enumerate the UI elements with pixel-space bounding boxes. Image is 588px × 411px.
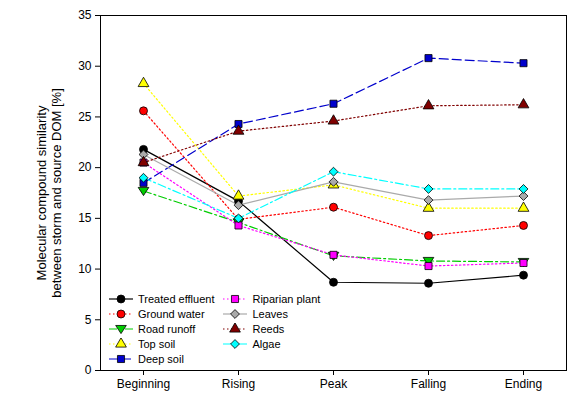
svg-text:5: 5 (85, 313, 92, 327)
html-text:Reeds: Reeds (252, 322, 285, 335)
svg-text:Rising: Rising (222, 377, 255, 391)
svg-text:35: 35 (78, 8, 92, 22)
svg-text:Falling: Falling (411, 377, 446, 391)
html-text:Leaves: Leaves (252, 307, 288, 320)
svg-text:20: 20 (78, 160, 92, 174)
html-text:Riparian plant: Riparian plant (252, 292, 321, 305)
svg-text:Molecular compound similarityb: Molecular compound similaritybetween sto… (34, 88, 64, 298)
svg-text:0: 0 (85, 363, 92, 377)
svg-text:Beginning: Beginning (117, 377, 170, 391)
html-text:Algae: Algae (252, 337, 281, 350)
html-text:Deep soil: Deep soil (138, 352, 184, 365)
svg-text:Peak: Peak (320, 377, 348, 391)
svg-text:30: 30 (78, 59, 92, 73)
svg-text:Ending: Ending (505, 377, 542, 391)
html-text:Ground water: Ground water (138, 307, 205, 320)
html-text:Treated effluent: Treated effluent (138, 292, 215, 305)
svg-text:15: 15 (78, 211, 92, 225)
svg-text:10: 10 (78, 262, 92, 276)
html-text:Top soil: Top soil (138, 337, 176, 350)
svg-text:25: 25 (78, 110, 92, 124)
html-text:Road runoff: Road runoff (138, 322, 196, 335)
